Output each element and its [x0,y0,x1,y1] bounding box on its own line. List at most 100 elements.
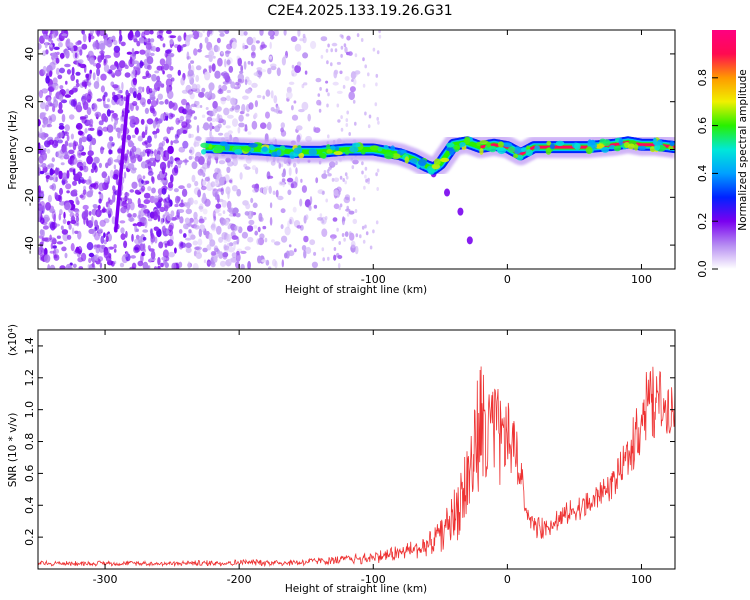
heatmap-cell [294,43,302,52]
ridge-blob [319,152,327,159]
heatmap-cell [325,48,329,53]
heatmap-cell [210,181,216,188]
heatmap-cell [98,40,105,50]
heatmap-cell [159,58,166,66]
heatmap-cell [247,225,254,232]
heatmap-cell [236,55,240,59]
heatmap-cell [151,187,156,194]
heatmap-cell [204,36,209,44]
heatmap-cell [340,53,343,58]
heatmap-cell [51,210,57,220]
heatmap-cell [259,233,265,240]
heatmap-cell [89,30,95,35]
heatmap-cell [365,178,368,183]
heatmap-cell [321,191,325,196]
heatmap-cell [202,30,205,34]
heatmap-cell [86,107,92,116]
heatmap-cell [61,113,66,123]
ridge-blob [669,140,675,147]
heatmap-cell [346,35,351,41]
heatmap-cell [100,235,105,244]
heatmap-cell [250,210,254,217]
heatmap-cell [372,47,376,52]
ridge-blob [384,152,394,160]
ridge-blob [433,158,441,166]
heatmap-cell [260,122,267,129]
heatmap-cell [278,162,282,169]
colorbar-gradient [712,30,736,269]
heatmap-cell [291,105,294,111]
heatmap-cell [375,82,378,87]
heatmap-cell [242,96,249,100]
heatmap-cell [137,260,144,267]
heatmap-cell [94,231,100,241]
heatmap-cell [202,247,208,253]
heatmap-cell [269,55,272,60]
heatmap-cell [160,179,167,183]
heatmap-cell [104,54,112,59]
heatmap-cell [147,98,152,105]
heatmap-cell [160,262,164,268]
heatmap-cell [210,251,217,256]
heatmap-cell [161,187,167,195]
heatmap-cell [354,245,359,255]
heatmap-cell [177,69,181,76]
heatmap-cell [231,105,235,111]
heatmap-cell [242,200,249,206]
heatmap-cell [343,196,351,204]
heatmap-cell [180,77,185,86]
ridge-blob [574,143,581,150]
heatmap-cell [218,236,224,243]
heatmap-cell [177,35,182,42]
heatmap-cell [324,216,328,220]
heatmap-cell [139,37,145,44]
heatmap-cell [169,39,174,45]
heatmap-cell [98,244,105,253]
heatmap-cell [111,216,116,225]
heatmap-cell [84,93,90,101]
heatmap-cell [199,105,203,108]
heatmap-cell [107,203,111,211]
heatmap-cell [195,252,202,259]
heatmap-cell [142,75,147,80]
heatmap-cell [229,179,233,183]
heatmap-cell [193,217,199,226]
y-tick-label: 0.8 [23,433,36,451]
heatmap-cell [63,211,66,219]
heatmap-cell [313,126,316,133]
heatmap-cell [91,262,95,268]
heatmap-cell [201,87,206,93]
heatmap-cell [66,134,70,142]
heatmap-cell [39,127,43,136]
heatmap-cell [70,219,77,224]
ridge-blob [276,149,282,156]
heatmap-cell [145,70,150,77]
heatmap-cell [68,149,75,155]
heatmap-cell [184,217,190,224]
heatmap-cell [333,254,337,261]
heatmap-cell [129,115,137,124]
heatmap-cell [257,226,261,233]
heatmap-cell [192,263,199,269]
heatmap-cell [221,200,227,208]
heatmap-cell [313,251,317,256]
ridge-blob [525,149,533,157]
heatmap-cell [129,189,135,193]
heatmap-cell [147,218,153,222]
snr-x-label: Height of straight line (km) [285,583,427,595]
heatmap-cell [219,176,225,186]
ridge-blob [242,145,251,152]
heatmap-cell [185,242,192,249]
heatmap-cell [228,65,234,73]
heatmap-cell [41,30,49,36]
heatmap-cell [143,30,151,36]
heatmap-cell [192,30,199,40]
heatmap-cell [165,138,169,144]
heatmap-cell [251,52,256,56]
heatmap-cell [81,43,88,50]
ridge-blob [409,158,418,164]
heatmap-cell [267,175,274,179]
heatmap-cell [272,190,276,195]
heatmap-cell [181,121,188,128]
